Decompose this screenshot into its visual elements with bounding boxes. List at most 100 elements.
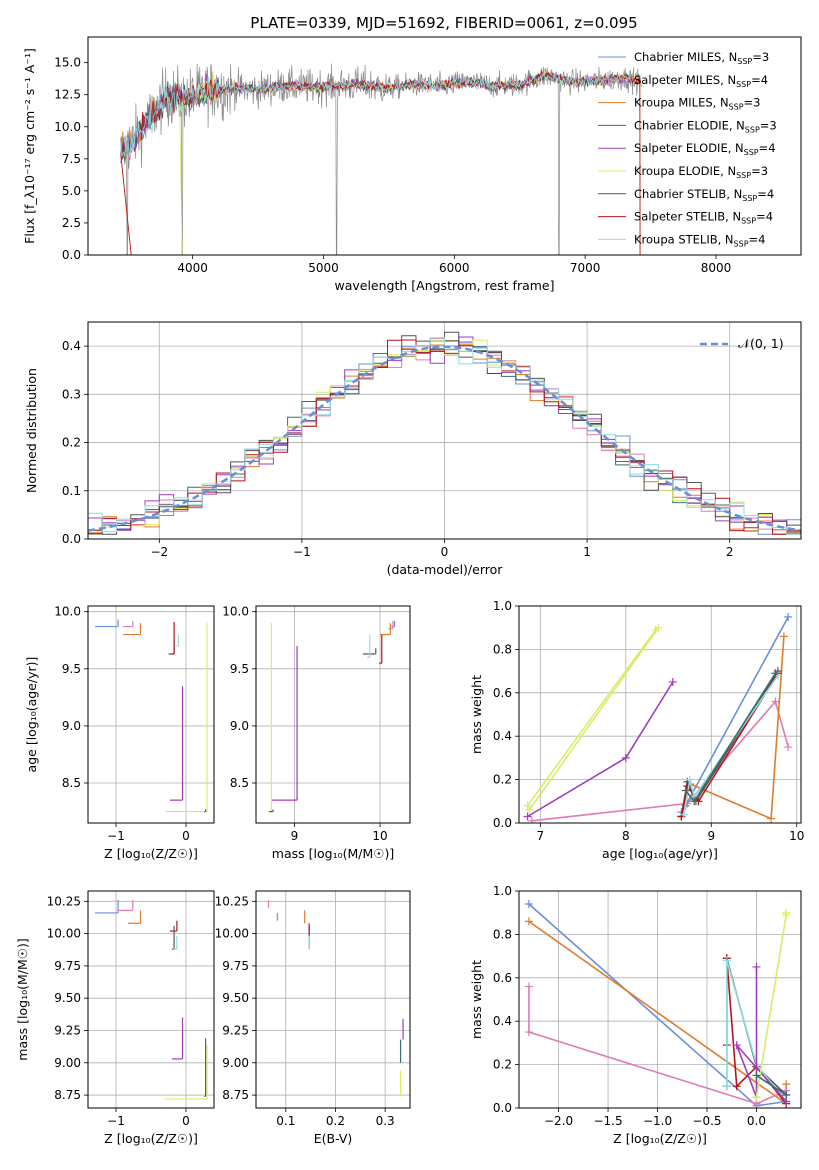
y-axis-label: mass weight	[469, 675, 484, 754]
normal-curve-line	[88, 345, 801, 532]
x-tick-label: −1	[293, 545, 311, 559]
legend-label: Salpeter STELIB, NSSP=4	[634, 210, 773, 226]
x-tick-label: 0	[182, 1114, 190, 1128]
y-tick-label: 9.50	[54, 991, 81, 1005]
errorbar-point	[271, 645, 298, 801]
plus-marker	[784, 743, 793, 752]
x-tick-label: 9	[707, 829, 715, 843]
panel-weight_vs_Z: −2.0 −1.5 −1.0 −0.5 0.0 0.0 0.2 0.4 0.6 0.8 1.0 Z […	[469, 884, 802, 1146]
y-tick-label: 0.2	[493, 773, 512, 787]
y-tick-label: 10.25	[47, 894, 81, 908]
y-tick-label: 0.0	[493, 816, 512, 830]
plus-marker	[679, 810, 688, 819]
errorbar-point	[95, 619, 119, 628]
plus-marker	[752, 962, 761, 971]
weight-series-line	[528, 627, 659, 811]
y-tick-label: 0.8	[493, 642, 512, 656]
x-axis-label: Z [log₁₀(Z/Z☉)]	[104, 1131, 198, 1146]
y-tick-label: 0.0	[493, 1101, 512, 1115]
weight-series-line	[526, 629, 657, 807]
y-tick-label: 0.3	[62, 387, 81, 401]
panel-mass_vs_Z: −1 0 8.75 9.00 9.25 9.50 9.75 10.00 10.25 Z [log₁…	[15, 890, 215, 1146]
plot-area	[256, 606, 410, 823]
y-tick-label: 9.50	[222, 991, 249, 1005]
legend-label: Chabrier STELIB, NSSP=4	[634, 187, 774, 203]
axes-frame	[87, 605, 215, 824]
errorbar-point	[123, 620, 134, 628]
y-tick-label: 0.6	[493, 686, 512, 700]
plus-marker	[722, 1082, 731, 1091]
panels-layer: 4000 5000 6000 7000 80000.02.55.07.510.012.5…	[15, 36, 804, 1146]
plus-marker	[690, 797, 699, 806]
model-spectrum-line	[120, 72, 631, 163]
plot-area	[88, 606, 214, 823]
plus-marker	[668, 677, 677, 686]
x-axis-label: (data-model)/error	[387, 562, 504, 577]
legend-label: Kroupa ELODIE, NSSP=3	[634, 164, 768, 180]
x-tick-label: −1	[107, 829, 125, 843]
y-tick-label: 0.0	[62, 532, 81, 546]
x-tick-label: 0.2	[326, 1114, 345, 1128]
plus-marker	[621, 753, 630, 762]
x-tick-label: 10	[789, 829, 804, 843]
panel-age_vs_mass: 9 10 8.5 9.0 9.5 10.0 mass [log₁₀(M/M☉)]	[222, 605, 411, 861]
errorbar-point	[172, 621, 175, 655]
x-tick-label: 0.0	[747, 1114, 766, 1128]
plus-marker	[683, 782, 692, 791]
x-axis-label: mass [log₁₀(M/M☉)]	[272, 846, 394, 861]
errorbar-point	[127, 910, 142, 924]
errorbar-point	[165, 623, 208, 813]
x-tick-label: 0	[441, 545, 449, 559]
y-tick-label: 9.00	[54, 1056, 81, 1070]
plus-marker	[681, 786, 690, 795]
legend-label: Salpeter ELODIE, NSSP=4	[634, 141, 776, 157]
weight-series-line	[528, 986, 787, 1105]
errorbar-point	[204, 809, 207, 813]
figure-title: PLATE=0339, MJD=51692, FIBERID=0061, z=0…	[250, 14, 637, 32]
y-tick-label: 9.75	[222, 959, 249, 973]
y-tick-label: 15.0	[54, 56, 81, 70]
errorbar-point	[173, 936, 178, 950]
plus-marker	[654, 623, 663, 632]
y-tick-label: 10.0	[54, 605, 81, 619]
y-tick-label: 0.2	[493, 1058, 512, 1072]
y-tick-label: 5.0	[62, 184, 81, 198]
x-tick-label: 4000	[177, 261, 208, 275]
y-axis-label: mass [log₁₀(M/M☉)]	[15, 938, 30, 1060]
panel-weight_vs_age: 7 8 9 10 0.0 0.2 0.4 0.6 0.8 1.0 age [log₁₀(age/yr…	[469, 599, 804, 861]
panel-mass_vs_EBV: 0.1 0.2 0.3 8.75 9.00 9.25 9.50 9.75 10.00 10.25 E…	[215, 890, 411, 1146]
y-tick-label: 0.8	[493, 927, 512, 941]
x-tick-label: −2.0	[544, 1114, 573, 1128]
errorbar-point	[123, 623, 142, 636]
x-tick-label: 0.3	[376, 1114, 395, 1128]
y-tick-label: 0.4	[62, 339, 81, 353]
x-tick-label: 10	[372, 829, 387, 843]
plot-area	[519, 891, 801, 1108]
plot-area	[256, 891, 410, 1108]
legend-label: 𝒩(0, 1)	[738, 336, 784, 351]
x-tick-label: 1	[583, 545, 591, 559]
axes-frame	[87, 890, 215, 1109]
plus-marker	[782, 908, 791, 917]
x-tick-label: 2	[726, 545, 734, 559]
weight-series-line	[735, 967, 787, 1103]
y-tick-label: 10.0	[54, 120, 81, 134]
y-tick-label: 2.5	[62, 216, 81, 230]
panel-spectrum: 4000 5000 6000 7000 8000 0.0 2.5 5.0 7.5 10.0 12.5…	[22, 36, 802, 293]
plus-marker	[524, 900, 533, 909]
y-tick-label: 9.75	[54, 959, 81, 973]
plus-marker	[524, 917, 533, 926]
axes-frame	[518, 605, 802, 824]
plus-marker	[767, 814, 776, 823]
axes-frame	[87, 321, 802, 540]
y-tick-label: 0.6	[493, 971, 512, 985]
axes-frame	[87, 36, 802, 256]
plus-marker	[771, 669, 780, 678]
plus-marker	[732, 1041, 741, 1050]
errorbar-point	[268, 809, 274, 813]
plus-marker	[524, 1028, 533, 1037]
plus-marker	[525, 805, 534, 814]
y-tick-label: 10.00	[215, 927, 249, 941]
legend: 𝒩(0, 1)	[700, 336, 784, 351]
